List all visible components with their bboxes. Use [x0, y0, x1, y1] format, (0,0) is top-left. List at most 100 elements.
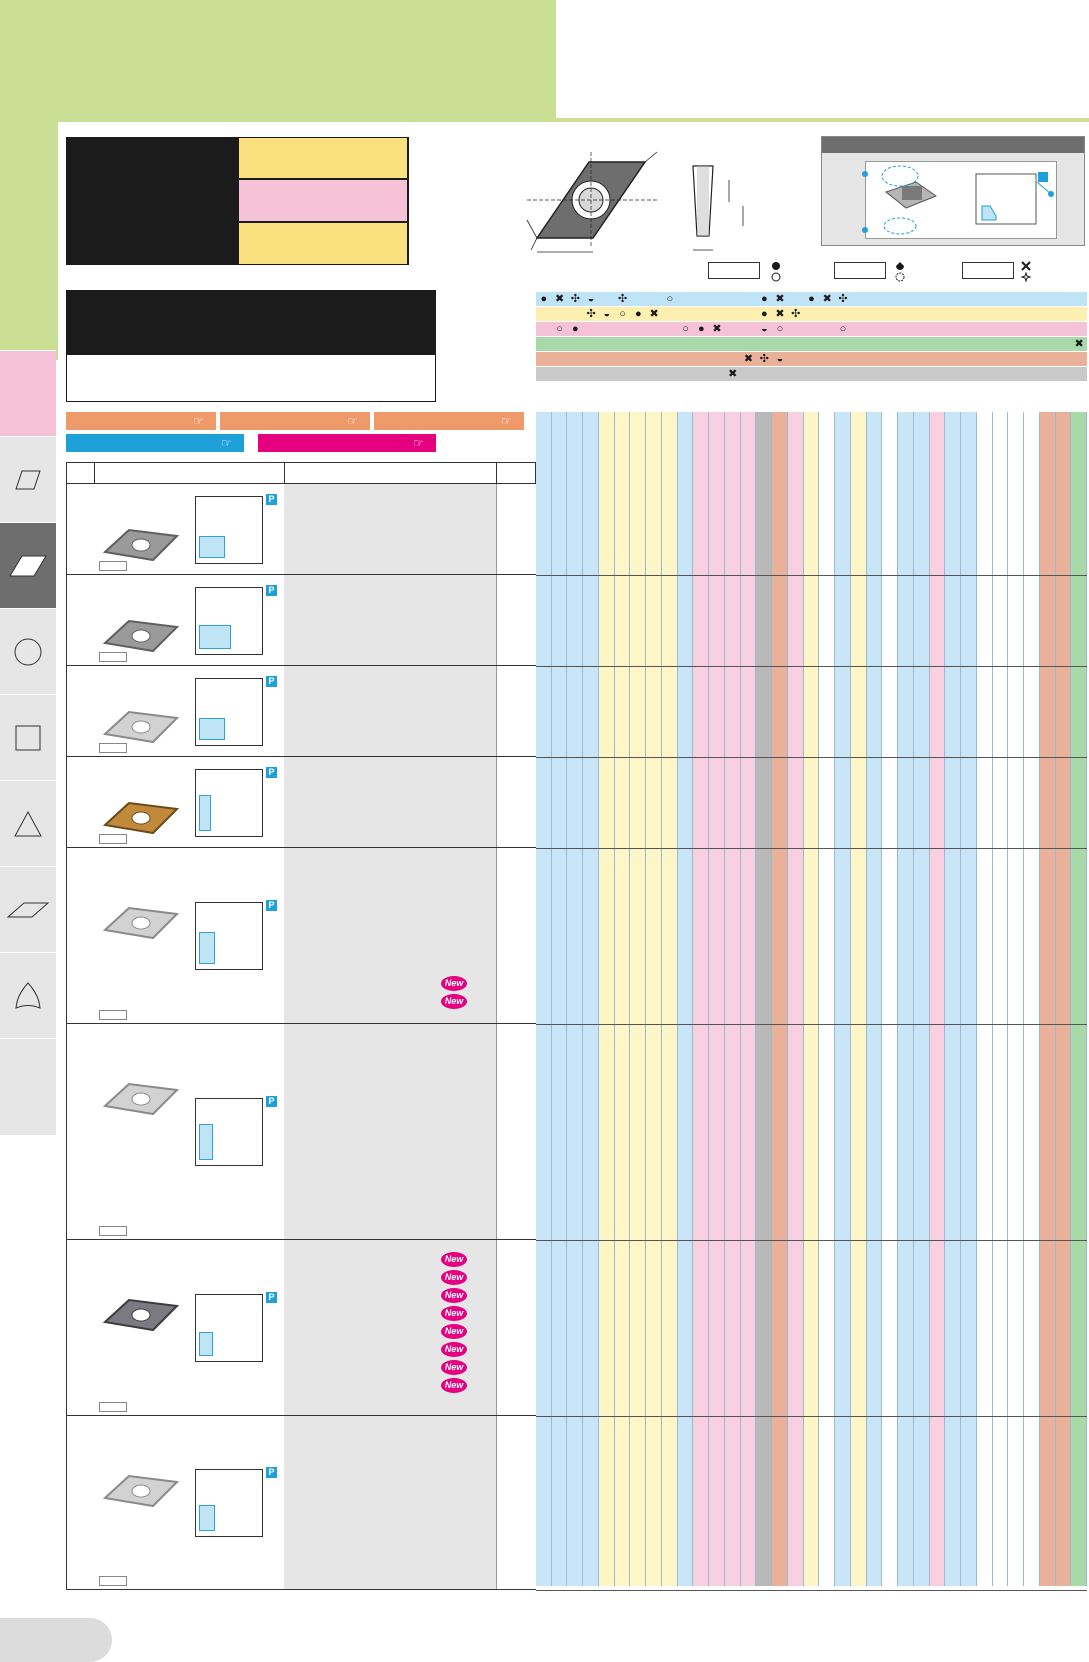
description-cell [284, 1024, 496, 1239]
insert-dimension-diagram [526, 151, 744, 253]
number-cell [496, 575, 537, 665]
chip-control-area [199, 717, 225, 740]
chip-control-area [199, 535, 225, 558]
grade-column [677, 412, 694, 1586]
sidebar-tab-rhombus-35[interactable] [0, 866, 56, 952]
p-badge: P [266, 1292, 277, 1303]
grade-symbol: ● [697, 323, 705, 335]
grade-symbol: ✣ [791, 308, 801, 320]
matrix-header-band [536, 292, 1087, 307]
grade-symbol: ○ [556, 323, 563, 335]
sidebar-tab-square[interactable] [0, 694, 56, 780]
grade-symbol: ✣ [838, 293, 848, 305]
nav-pill-1[interactable]: ☞ [66, 412, 216, 430]
product-row[interactable]: P [66, 575, 536, 666]
grade-column [772, 412, 788, 1586]
new-badge: New [441, 1342, 467, 1357]
sidebar-tab-circle[interactable] [0, 608, 56, 694]
grade-column [835, 412, 851, 1586]
inset-insert-illustration [881, 165, 1048, 235]
new-badge: New [441, 1306, 467, 1321]
square-shape-icon [15, 725, 41, 750]
shape-tag [99, 743, 127, 753]
grade-column [551, 412, 568, 1586]
grade-symbol: ● [760, 293, 768, 305]
info-box [66, 290, 436, 402]
grade-column [1055, 412, 1072, 1586]
grade-column [583, 412, 599, 1586]
sidebar-tab-triangle[interactable] [0, 780, 56, 866]
grade-symbol: ● [572, 323, 579, 335]
inset-callouts [862, 171, 1054, 233]
description-cell [284, 848, 496, 1023]
grade-column [614, 412, 631, 1586]
legend-swatch-pink [238, 179, 408, 222]
half-circle-icon [896, 262, 904, 270]
rhombus-55-shape-icon [9, 555, 47, 576]
chip-control-chart [195, 1469, 263, 1537]
new-badge: New [441, 976, 467, 991]
chip-control-chart [195, 586, 263, 655]
product-row[interactable]: P [66, 1024, 536, 1240]
grade-column [819, 412, 836, 1586]
grade-column [693, 412, 710, 1586]
number-cell [496, 484, 537, 574]
gray-rhombus-insert [102, 528, 180, 561]
grade-column [630, 412, 647, 1586]
nav-pill-5[interactable]: ☞ [258, 434, 436, 452]
p-badge: P [266, 900, 277, 911]
content-top-rule [58, 118, 1089, 122]
nav-pill-3[interactable]: ☞ [374, 412, 524, 430]
chip-control-chart [195, 495, 263, 564]
sidebar-tab-trigon[interactable] [0, 952, 56, 1038]
grade-column [567, 412, 584, 1586]
chip-control-chart [195, 902, 263, 970]
grade-column [709, 412, 725, 1586]
product-row[interactable]: P [66, 484, 536, 575]
grade-symbol: ◒ [603, 308, 611, 320]
grade-symbol: ● [540, 293, 548, 305]
product-row[interactable]: P [66, 666, 536, 757]
dashed-star-icon [1020, 271, 1032, 283]
nav-pill-4[interactable]: ☞ [66, 434, 244, 452]
legend-key-2-symbols [895, 262, 905, 282]
product-row[interactable]: P New New [66, 848, 536, 1024]
header-band [0, 0, 556, 118]
chip-control-area [199, 794, 211, 831]
sidebar-tab-blank[interactable] [0, 350, 56, 436]
sidebar-tab-rhombus-55[interactable] [0, 522, 56, 608]
grade-column [787, 412, 804, 1586]
product-row[interactable]: P [66, 1416, 536, 1590]
description-cell [284, 1416, 496, 1589]
grade-symbol: ○ [619, 308, 626, 320]
grade-symbol: ✣ [759, 353, 769, 365]
shape-tag [99, 652, 127, 662]
pointing-hand-icon: ☞ [193, 414, 204, 428]
nav-pill-2[interactable]: ☞ [220, 412, 370, 430]
chip-control-area [199, 932, 215, 964]
grade-column [866, 412, 883, 1586]
grade-column [898, 412, 914, 1586]
grade-column [724, 412, 741, 1586]
sidebar-tab-empty[interactable] [0, 1038, 56, 1124]
legend-key-1 [708, 262, 760, 279]
shape-tag [99, 1010, 127, 1020]
circle-shape-icon [14, 638, 42, 665]
p-badge: P [266, 766, 277, 778]
silver-rhombus-insert [102, 906, 180, 940]
legend-swatch-yellow [238, 137, 408, 179]
shape-sidebar [0, 350, 56, 1135]
new-badge: New [441, 1270, 467, 1285]
grade-symbol: ○ [776, 323, 784, 335]
matrix-row-divider [536, 1590, 1087, 1591]
silver-rhombus-insert [102, 710, 180, 743]
new-badge: New [441, 1360, 467, 1375]
silver-rhombus-insert [102, 1474, 180, 1508]
product-row[interactable]: P [66, 757, 536, 848]
number-cell [496, 1416, 537, 1589]
number-cell [496, 848, 537, 1023]
grade-column [850, 412, 867, 1586]
product-row[interactable]: P New New New New New New New New [66, 1240, 536, 1416]
grade-column [1008, 412, 1025, 1586]
sidebar-tab-parallelogram[interactable] [0, 436, 56, 522]
